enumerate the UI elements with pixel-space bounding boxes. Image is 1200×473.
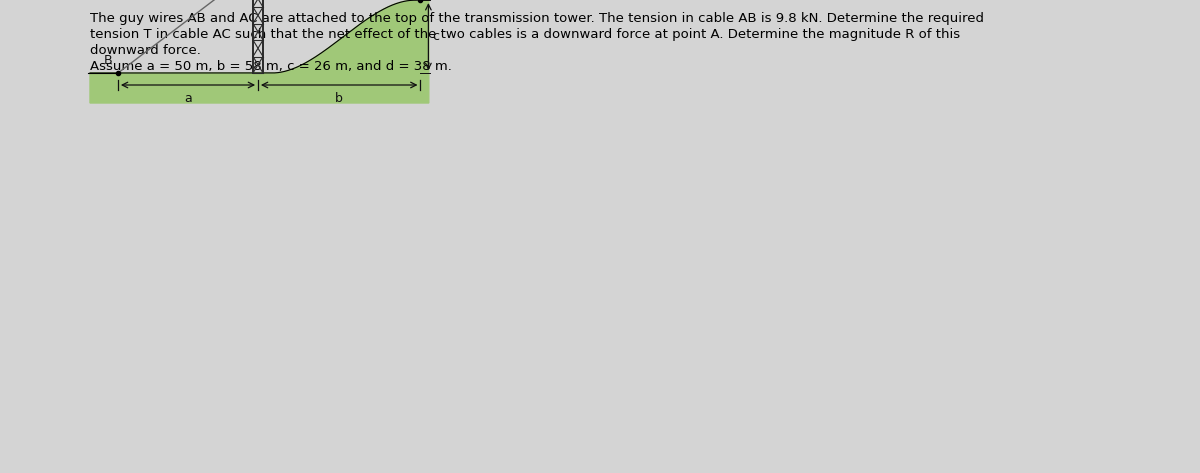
Text: tension T in cable AC such that the net effect of the two cables is a downward f: tension T in cable AC such that the net … xyxy=(90,28,960,41)
Polygon shape xyxy=(90,0,428,103)
Text: a: a xyxy=(184,92,192,105)
Text: downward force.: downward force. xyxy=(90,44,200,57)
Text: Assume a = 50 m, b = 58 m, c = 26 m, and d = 38 m.: Assume a = 50 m, b = 58 m, c = 26 m, and… xyxy=(90,60,452,73)
Text: The guy wires AB and AC are attached to the top of the transmission tower. The t: The guy wires AB and AC are attached to … xyxy=(90,12,984,25)
Text: B: B xyxy=(103,54,112,67)
Text: c: c xyxy=(432,30,439,43)
Text: b: b xyxy=(335,92,343,105)
